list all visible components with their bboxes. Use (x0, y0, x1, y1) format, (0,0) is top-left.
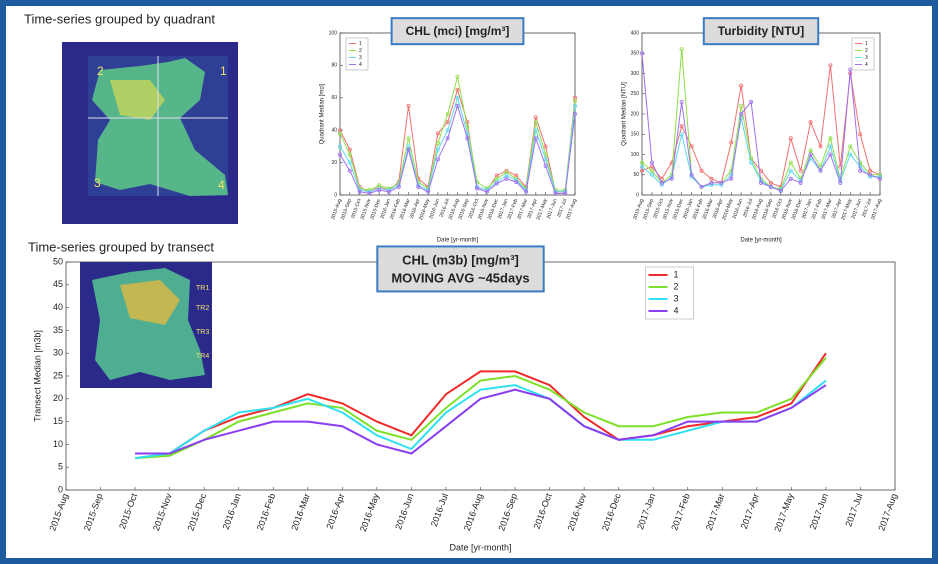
y-tick-label: 25 (53, 370, 63, 380)
x-axis-label: Date [yr-month] (740, 238, 782, 244)
legend-label: 4 (674, 305, 679, 315)
legend-label: 2 (674, 281, 679, 291)
title-box: Turbidity [NTU] (704, 18, 818, 44)
y-axis-label: Quadrant Median [mci] (320, 83, 326, 144)
y-axis-label: Quadrant Median [NTU] (622, 82, 628, 146)
legend-label: 3 (359, 55, 362, 61)
y-tick-label: 10 (53, 439, 63, 449)
y-tick-label: 30 (53, 348, 63, 358)
legend-label: 4 (865, 62, 868, 68)
y-tick-label: 100 (631, 152, 640, 158)
y-tick-label: 0 (636, 192, 639, 198)
chart-subtitle: MOVING AVG ~45days (391, 270, 529, 285)
x-axis-label: Date [yr-month] (449, 542, 511, 552)
y-tick-label: 300 (631, 71, 640, 77)
legend-label: 1 (359, 41, 362, 47)
y-tick-label: 60 (331, 95, 337, 101)
legend-box (852, 38, 874, 70)
quadrant-label: 3 (94, 176, 101, 190)
y-tick-label: 100 (329, 30, 338, 36)
y-tick-label: 45 (53, 279, 63, 289)
quadrant-label: 4 (218, 178, 225, 192)
quadrant-map: 2 1 3 4 (62, 42, 238, 224)
transect-map: TR1 TR2 TR3 TR4 (80, 262, 212, 388)
legend-label: 2 (359, 48, 362, 54)
chart-title: CHL (mci) [mg/m³] (406, 24, 510, 38)
y-tick-label: 400 (631, 30, 640, 36)
y-tick-label: 80 (331, 63, 337, 69)
section-title: Time-series grouped by quadrant (24, 11, 215, 26)
slide: Time-series grouped by quadrant Time-ser… (0, 0, 938, 564)
y-tick-label: 20 (53, 393, 63, 403)
legend-label: 4 (359, 62, 362, 68)
y-tick-label: 40 (331, 128, 337, 134)
y-tick-label: 0 (334, 192, 337, 198)
y-tick-label: 200 (631, 111, 640, 117)
plot-area (340, 33, 575, 195)
legend-box (346, 38, 368, 70)
legend-label: 1 (865, 41, 868, 47)
chart-title: CHL (m3b) [mg/m³] (402, 252, 519, 267)
y-tick-label: 40 (53, 302, 63, 312)
chart-title: Turbidity [NTU] (718, 24, 804, 38)
y-tick-label: 250 (631, 91, 640, 97)
title-box: CHL (m3b) [mg/m³] MOVING AVG ~45days (377, 246, 543, 291)
title-box: CHL (mci) [mg/m³] (392, 18, 524, 44)
transect-label: TR4 (196, 353, 209, 360)
section-title: Time-series grouped by transect (28, 239, 214, 254)
y-tick-label: 35 (53, 325, 63, 335)
y-axis-label: Transect Median [m3b] (32, 330, 42, 422)
transect-label: TR2 (196, 305, 209, 312)
y-tick-label: 5 (58, 462, 63, 472)
transect-label: TR3 (196, 329, 209, 336)
y-tick-label: 150 (631, 132, 640, 138)
y-tick-label: 50 (53, 256, 63, 266)
y-tick-label: 50 (633, 172, 639, 178)
y-tick-label: 15 (53, 416, 63, 426)
transect-label: TR1 (196, 285, 209, 292)
legend-label: 3 (865, 55, 868, 61)
y-tick-label: 20 (331, 160, 337, 166)
legend-label: 2 (865, 48, 868, 54)
quadrant-label: 2 (97, 64, 104, 78)
quadrant-label: 1 (220, 64, 227, 78)
x-axis-label: Date [yr-month] (437, 238, 479, 244)
y-tick-label: 350 (631, 51, 640, 57)
legend-label: 3 (674, 293, 679, 303)
legend-label: 1 (674, 269, 679, 279)
